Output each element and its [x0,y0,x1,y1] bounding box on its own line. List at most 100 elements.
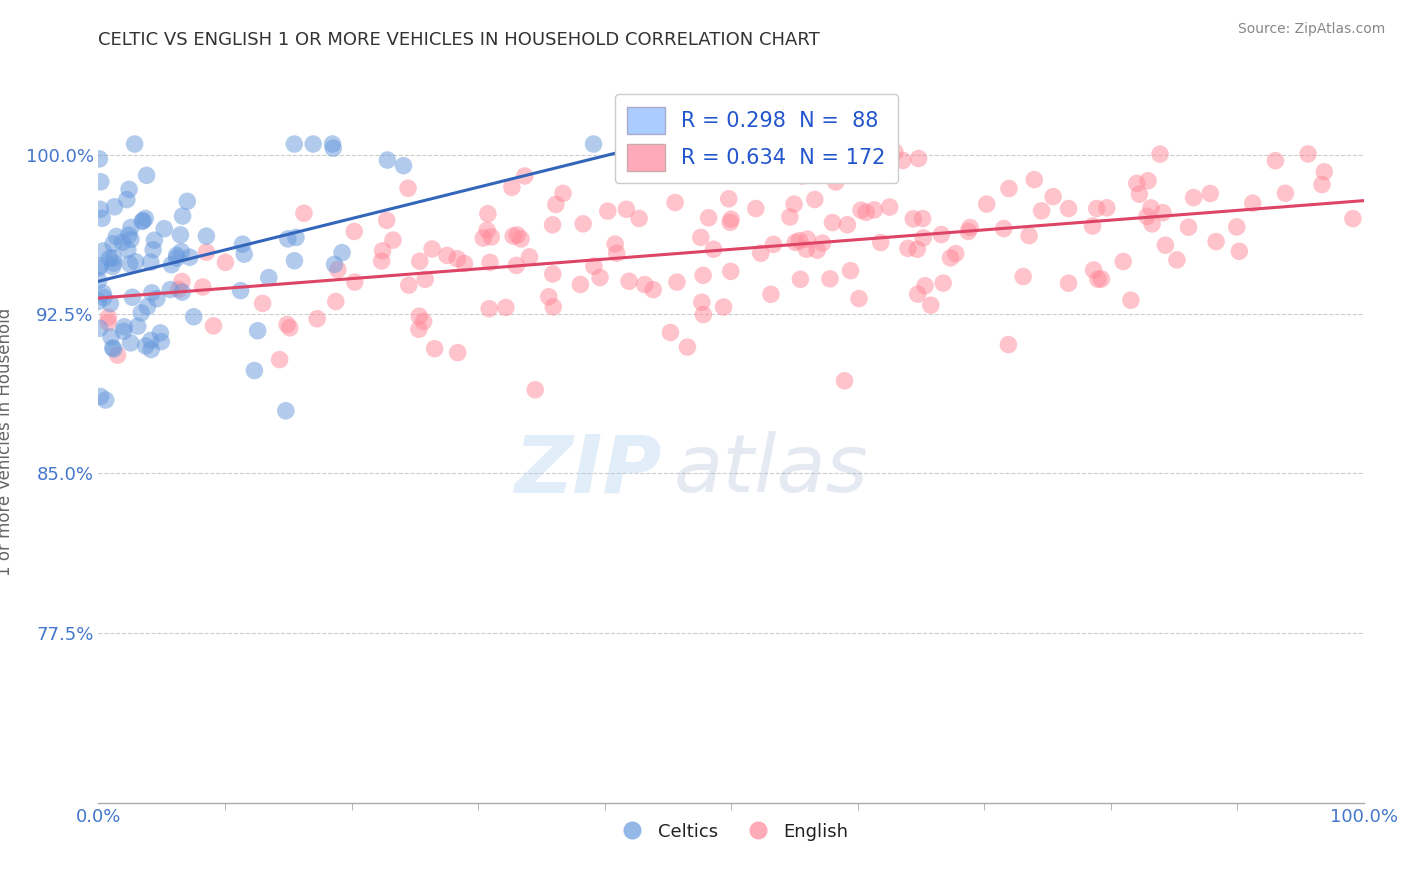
Point [302,136,325,151]
Point [1296,147,1319,161]
Point [135,169,157,183]
Point [824,175,846,189]
Point [166,248,188,262]
Point [166,251,188,265]
Point [1154,238,1177,252]
Point [1199,186,1222,201]
Point [811,136,834,151]
Point [284,230,307,244]
Point [1018,228,1040,243]
Point [617,274,640,288]
Point [118,182,141,196]
Point [690,295,713,310]
Point [322,141,344,155]
Point [479,230,502,244]
Point [912,231,935,245]
Point [1126,177,1149,191]
Point [142,243,165,257]
Point [150,334,173,349]
Point [160,258,183,272]
Point [1057,202,1080,216]
Point [375,213,398,227]
Point [233,247,256,261]
Point [436,248,458,262]
Point [307,311,329,326]
Point [398,278,420,293]
Point [93,291,115,305]
Point [101,260,124,274]
Point [1112,254,1135,268]
Point [665,275,688,289]
Point [692,268,714,283]
Point [446,252,468,266]
Point [120,232,142,246]
Point [759,287,782,301]
Point [834,374,856,388]
Point [589,270,612,285]
Point [125,254,148,268]
Point [274,404,297,418]
Point [848,292,870,306]
Point [195,245,218,260]
Point [326,262,349,277]
Point [269,352,291,367]
Point [139,334,162,348]
Point [821,215,844,229]
Point [628,211,651,226]
Point [103,200,125,214]
Point [634,277,657,292]
Point [1177,220,1199,235]
Point [87,274,110,288]
Point [1226,219,1249,234]
Point [616,202,638,217]
Point [863,202,886,217]
Point [1136,210,1159,224]
Point [1024,172,1046,186]
Point [91,286,114,301]
Point [89,321,111,335]
Point [537,290,560,304]
Point [907,287,929,301]
Point [477,207,499,221]
Point [121,290,143,304]
Point [169,227,191,242]
Text: CELTIC VS ENGLISH 1 OR MORE VEHICLES IN HOUSEHOLD CORRELATION CHART: CELTIC VS ENGLISH 1 OR MORE VEHICLES IN … [98,31,820,49]
Point [276,318,298,332]
Point [1264,153,1286,168]
Point [103,256,125,270]
Point [127,319,149,334]
Point [479,255,502,269]
Point [718,215,741,229]
Point [697,211,720,225]
Point [506,227,529,242]
Point [920,298,942,312]
Point [811,236,834,251]
Point [945,246,967,260]
Point [134,211,156,226]
Point [510,232,533,246]
Point [132,213,155,227]
Point [323,257,346,271]
Point [87,294,110,309]
Point [720,264,742,278]
Y-axis label: 1 or more Vehicles in Household: 1 or more Vehicles in Household [0,308,14,575]
Point [129,306,152,320]
Point [1140,217,1163,231]
Point [789,272,811,286]
Point [541,267,564,281]
Point [643,283,665,297]
Point [720,212,742,227]
Point [167,282,190,296]
Point [111,235,134,250]
Point [453,256,475,270]
Point [713,300,735,314]
Point [664,195,686,210]
Point [97,310,120,325]
Point [396,181,419,195]
Point [1031,203,1053,218]
Point [1042,189,1064,203]
Point [475,223,498,237]
Point [806,243,828,257]
Point [89,152,111,166]
Point [1149,147,1171,161]
